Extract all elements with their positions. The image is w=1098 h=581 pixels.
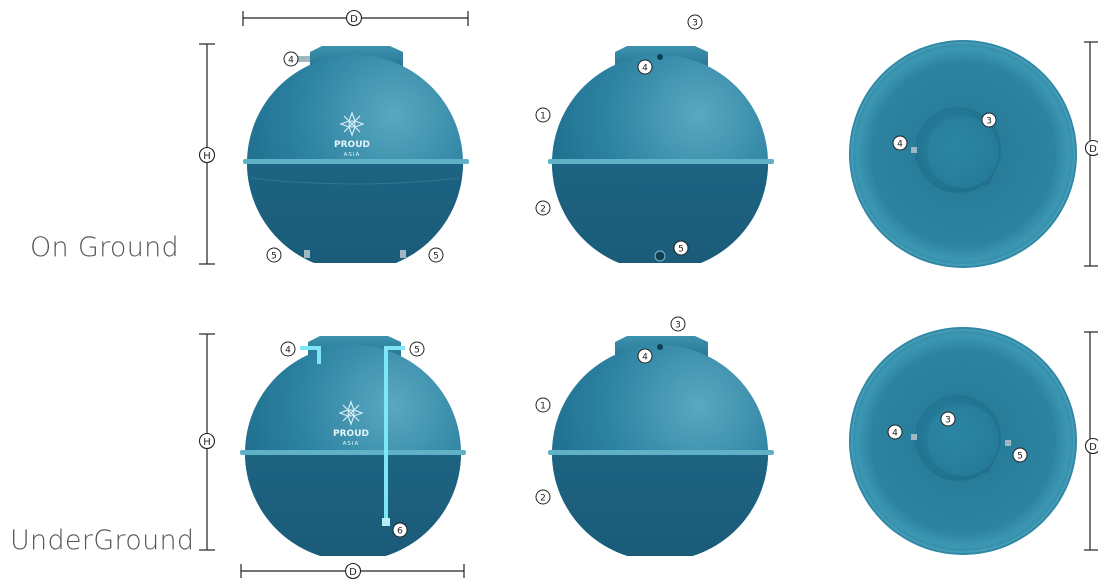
side-tank-on-ground [548,46,774,263]
width-label-row1: D [345,9,363,27]
top-dimension-label-row1: D [1084,139,1098,157]
marker-3-top-row1: 3 [981,112,997,128]
width-label-row2: D [344,562,362,580]
top-dimension-label-row2: D [1084,437,1098,455]
svg-text:5: 5 [414,346,420,356]
top-inlet-stub-row2 [911,434,917,440]
top-outlet-stub-row2 [1005,440,1011,446]
svg-text:6: 6 [397,527,403,537]
inlet-hole-row2 [657,344,663,350]
marker-5-top-row2: 5 [1012,447,1028,463]
outlet-pipe-underground [384,346,405,520]
svg-text:D: D [349,567,357,578]
inlet-pipe-underground [300,346,321,364]
svg-text:D: D [350,14,358,25]
pipe-end-6 [382,518,390,526]
svg-text:2: 2 [540,494,546,504]
marker-3-side-row2: 3 [670,316,686,332]
marker-3-top-row2: 3 [940,411,956,427]
svg-text:ASIA: ASIA [343,441,360,447]
svg-text:3: 3 [692,19,698,29]
outlet-hole [654,250,666,262]
svg-text:4: 4 [288,56,294,66]
svg-text:5: 5 [433,252,439,262]
svg-text:4: 4 [285,346,291,356]
svg-text:1: 1 [540,402,546,412]
side-tank-underground [548,336,774,556]
svg-text:H: H [203,437,211,448]
marker-1-side-row1: 1 [535,107,551,123]
outlet-pipe-stub-right [400,250,406,258]
svg-text:5: 5 [271,252,277,262]
svg-text:3: 3 [675,321,681,331]
marker-5-front-right-row1: 5 [428,247,444,263]
svg-text:4: 4 [892,429,898,439]
svg-text:4: 4 [642,353,648,363]
svg-text:ASIA: ASIA [344,152,361,158]
marker-2-side-row2: 2 [535,489,551,505]
marker-5-front-left-row1: 5 [266,247,282,263]
svg-text:2: 2 [540,205,546,215]
on-ground-label: On Ground [30,232,179,263]
outlet-pipe-stub-left [304,250,310,258]
marker-3-side-row1: 3 [687,14,703,30]
proud-asia-logo-row1: PROUD ASIA [334,111,370,158]
top-view-tank-underground [849,327,1077,555]
svg-text:1: 1 [540,112,546,122]
front-tank-on-ground [243,46,469,263]
marker-4-top-row2: 4 [887,424,903,440]
proud-asia-logo-row2: PROUD ASIA [333,400,369,447]
svg-text:D: D [1089,442,1097,453]
top-inlet-stub-row1 [911,147,917,153]
svg-text:5: 5 [1017,452,1023,462]
height-label-row1: H [198,146,216,164]
svg-text:PROUD: PROUD [333,429,369,439]
marker-2-side-row1: 2 [535,200,551,216]
height-label-row2: H [198,432,216,450]
marker-4-side-row1: 4 [637,59,653,75]
svg-text:5: 5 [678,245,684,255]
svg-text:D: D [1089,144,1097,155]
underground-label: UnderGround [10,525,195,556]
inlet-hole [657,54,663,60]
top-view-tank-on-ground [849,40,1077,268]
svg-text:H: H [203,151,211,162]
marker-6-front-row2: 6 [392,522,408,538]
svg-text:3: 3 [945,416,951,426]
svg-text:4: 4 [897,140,903,150]
marker-4-top-row1: 4 [892,135,908,151]
marker-1-side-row2: 1 [535,397,551,413]
marker-4-front-row2: 4 [280,341,296,357]
marker-4-side-row2: 4 [637,348,653,364]
marker-5-side-row1: 5 [673,240,689,256]
front-tank-underground [240,336,466,556]
marker-5-front-row2: 5 [409,341,425,357]
inlet-pipe-stub [298,56,310,62]
svg-text:PROUD: PROUD [334,140,370,150]
marker-4-front-row1: 4 [283,51,299,67]
svg-text:3: 3 [986,117,992,127]
svg-text:4: 4 [642,64,648,74]
